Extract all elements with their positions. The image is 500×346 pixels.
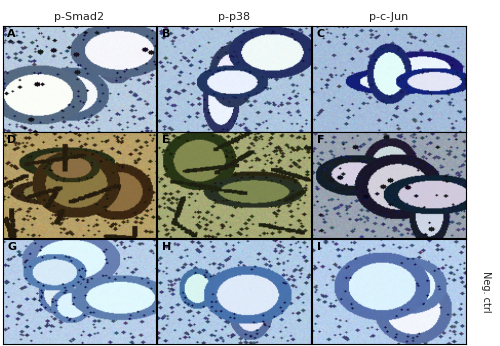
Text: C: C: [317, 29, 325, 39]
Text: Neg. ctrl: Neg. ctrl: [481, 271, 491, 312]
Text: E: E: [162, 135, 170, 145]
Text: A: A: [7, 29, 16, 39]
Text: H: H: [162, 242, 171, 252]
Text: B: B: [162, 29, 170, 39]
Text: p-Smad2: p-Smad2: [54, 12, 104, 22]
Text: I: I: [317, 242, 321, 252]
Text: D: D: [7, 135, 16, 145]
Text: F: F: [317, 135, 324, 145]
Text: G: G: [7, 242, 16, 252]
Text: p-p38: p-p38: [218, 12, 250, 22]
Text: p-c-Jun: p-c-Jun: [370, 12, 408, 22]
